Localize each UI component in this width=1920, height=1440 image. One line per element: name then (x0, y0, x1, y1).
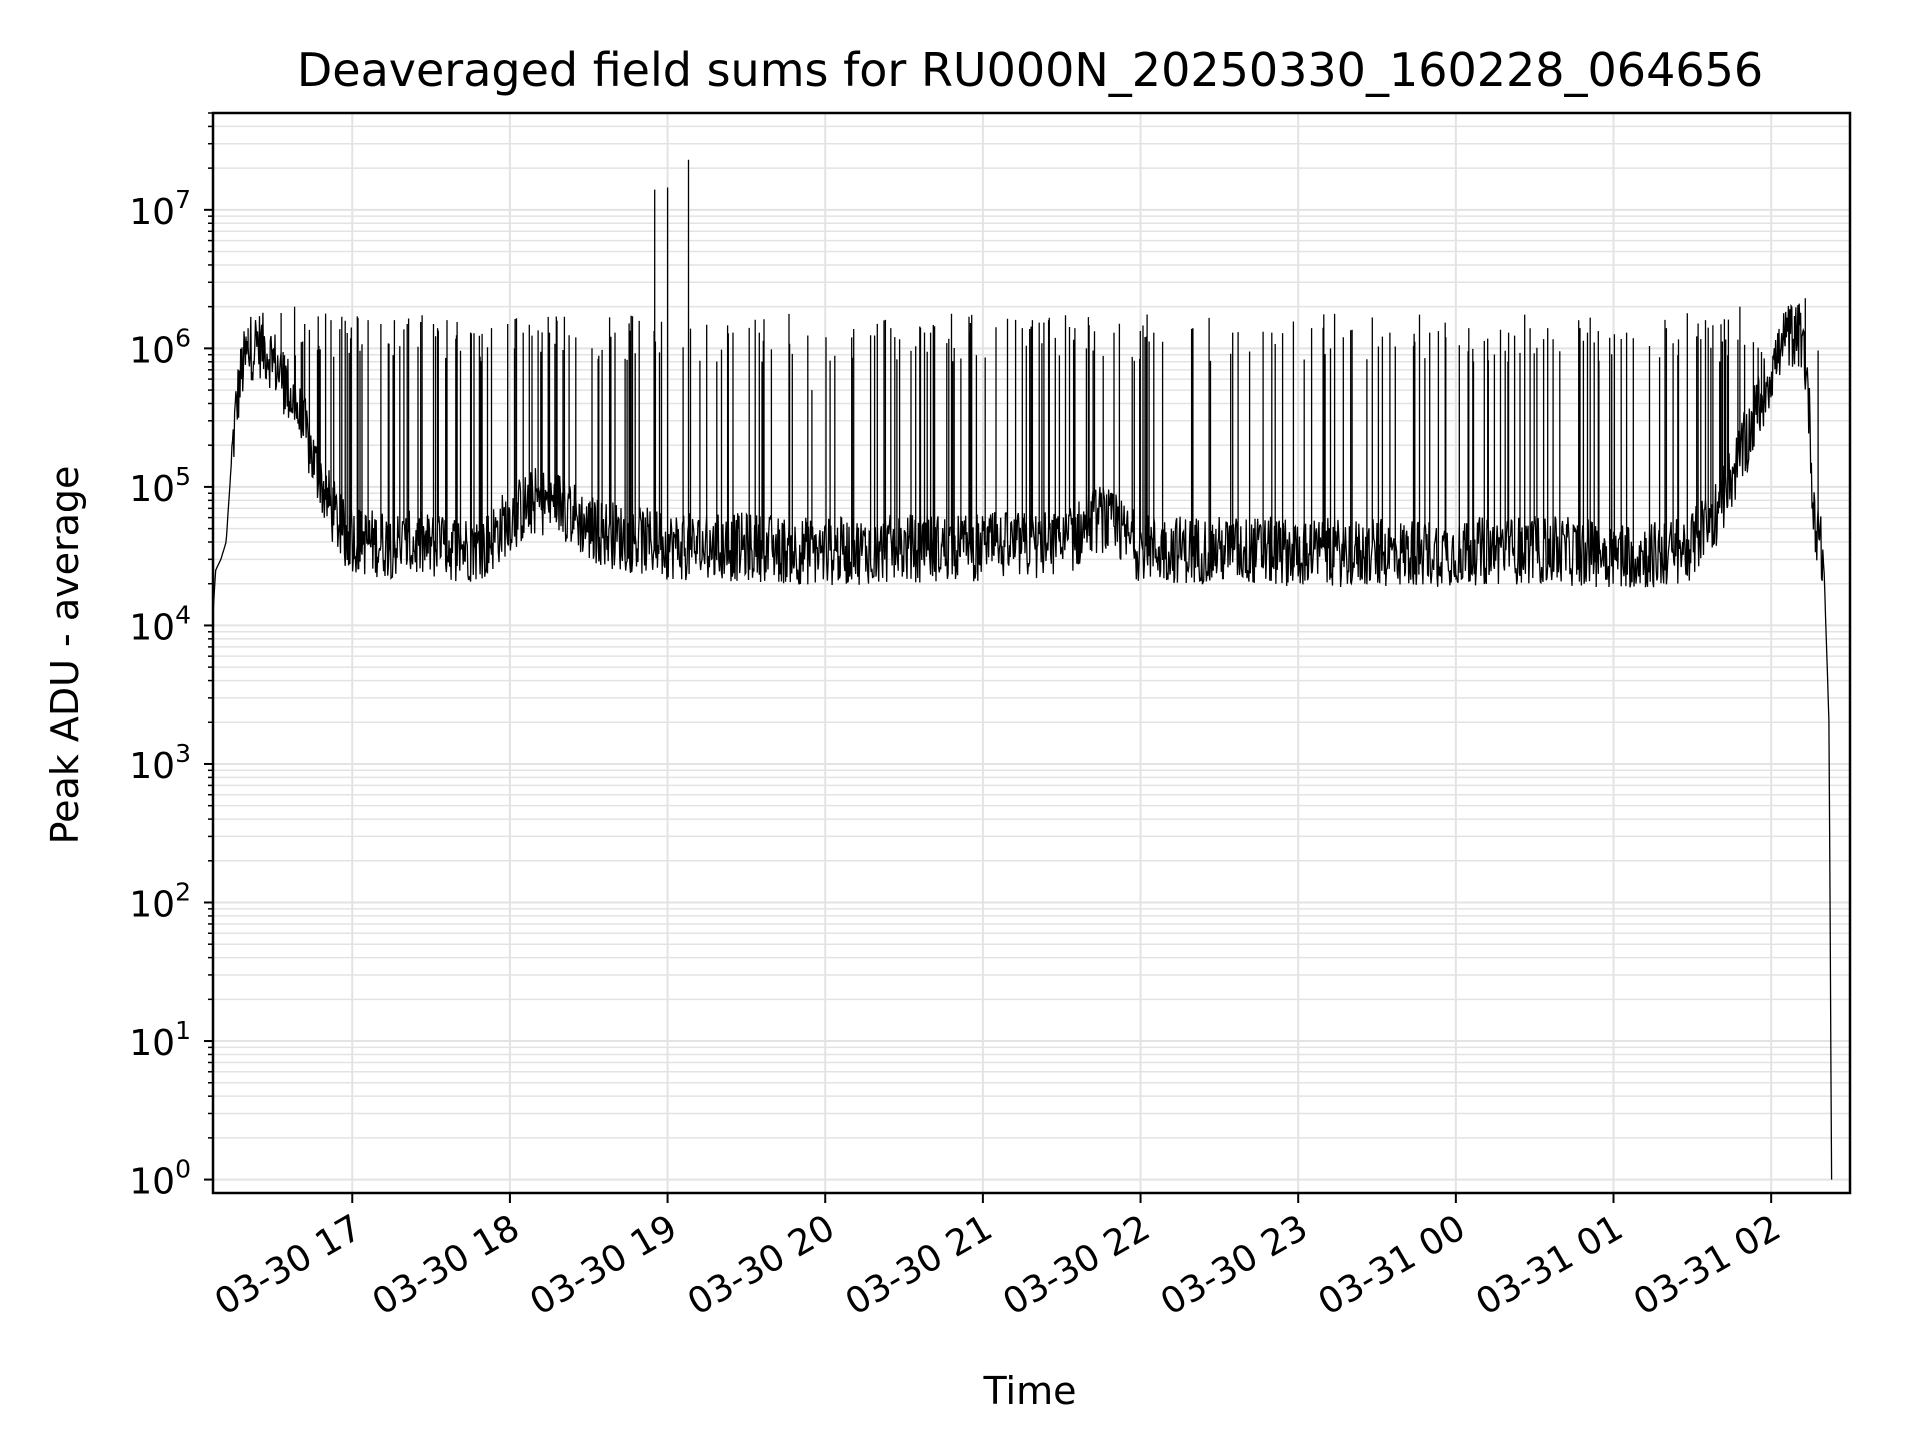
y-tick-label: 107 (129, 185, 191, 233)
data-series (212, 159, 1833, 1180)
y-tick-label: 100 (129, 1155, 191, 1203)
y-tick-label: 105 (129, 462, 191, 510)
grid (213, 112, 1850, 1193)
y-tick-label: 101 (129, 1016, 191, 1064)
y-tick-label: 106 (129, 323, 191, 371)
chart-title: Deaveraged field sums for RU000N_2025033… (297, 43, 1763, 97)
y-tick-label: 102 (129, 878, 191, 926)
y-axis: 100 101 102 103 104 105 106 107 (129, 112, 213, 1203)
plot-frame (211, 111, 1852, 1195)
y-axis-label: Peak ADU - average (43, 466, 87, 845)
y-tick-label: 104 (129, 600, 191, 648)
series-line (212, 159, 1833, 1180)
x-axis-label: Time (983, 1369, 1077, 1413)
y-tick-label: 103 (129, 739, 191, 787)
